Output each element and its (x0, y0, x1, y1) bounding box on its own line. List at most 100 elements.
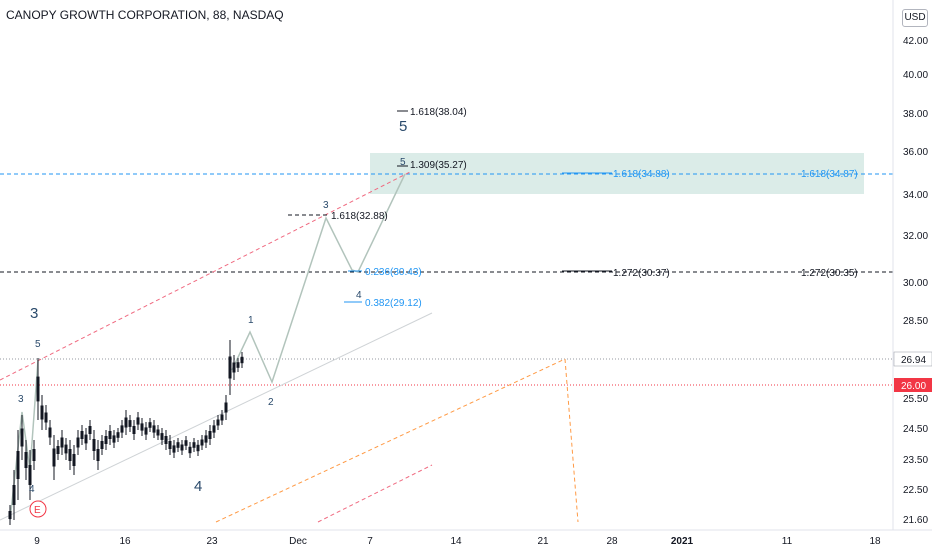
candle-body (236, 362, 240, 368)
alert-price-badge (894, 378, 932, 392)
price-tick-label: 21.60 (903, 515, 928, 526)
candle-body (96, 449, 100, 461)
price-tick-label: 42.00 (903, 36, 928, 47)
time-tick-label: 2021 (671, 536, 694, 547)
candle-body (80, 431, 84, 439)
candle-body (144, 427, 148, 435)
channel-mid-orange (215, 358, 566, 523)
candle-body (148, 422, 152, 428)
candle-body (224, 402, 228, 413)
candle-body (72, 454, 76, 466)
candle-body (64, 444, 68, 454)
candle-body (176, 442, 180, 448)
channel-lower (0, 312, 433, 521)
fib-label-38-04: 1.618(38.04) (410, 107, 467, 118)
candle-body (184, 440, 188, 446)
fib-label-30-35: 1.272(30.35) (801, 268, 858, 279)
candle-body (152, 425, 156, 433)
channel-upper (0, 171, 411, 381)
candle-body (68, 449, 72, 461)
candle-body (220, 414, 224, 421)
candle-body (20, 428, 24, 447)
candle-body (60, 437, 64, 448)
wave-label-small-3: 3 (323, 200, 329, 211)
candle-body (76, 437, 80, 448)
fib-label-32-88: 1.618(32.88) (331, 211, 388, 222)
candle-body (116, 432, 120, 438)
fib-label-35-27: 1.309(35.27) (410, 160, 467, 171)
time-tick-label: 9 (34, 536, 40, 547)
wave-label-small-5-left: 5 (35, 339, 41, 350)
chart-title: CANOPY GROWTH CORPORATION, 88, NASDAQ (6, 8, 284, 22)
time-tick-label: 14 (450, 536, 462, 547)
candle-body (188, 446, 192, 454)
wave-label-small-1: 1 (248, 315, 254, 326)
price-tick-label: 22.50 (903, 485, 928, 496)
candle-body (200, 439, 204, 446)
candle-body (136, 417, 140, 425)
candle-body (140, 423, 144, 431)
candle-body (204, 435, 208, 443)
candle-body (48, 427, 52, 438)
alert-price-label: 26.00 (901, 381, 926, 392)
candle-body (212, 425, 216, 433)
earnings-marker[interactable] (29, 500, 47, 518)
candle-body (112, 435, 116, 443)
time-tick-label: 16 (119, 536, 131, 547)
candle-body (8, 511, 12, 519)
candle-body (108, 431, 112, 439)
candle-body (92, 439, 96, 451)
candle-body (36, 376, 40, 402)
price-tick-label: 28.50 (903, 316, 928, 327)
candle-body (56, 446, 60, 454)
candle-body (192, 442, 196, 448)
candle-body (196, 444, 200, 452)
wave-label-small-5-top: 5 (400, 157, 406, 168)
candle-body (180, 444, 184, 451)
candle-body (132, 426, 136, 434)
wave-label-small-2: 2 (268, 397, 274, 408)
currency-button[interactable]: USD (902, 9, 928, 27)
candle-body (208, 431, 212, 439)
candle-body (216, 419, 220, 426)
candle-body (32, 449, 36, 461)
candle-body (84, 434, 88, 444)
wave-label-large-3: 3 (30, 305, 38, 322)
candle-body (24, 452, 28, 468)
candle-body (124, 417, 128, 428)
price-tick-label: 38.00 (903, 109, 928, 120)
candle-body (16, 451, 20, 479)
price-tick-label: 30.00 (903, 278, 928, 289)
price-tick-label: 32.00 (903, 231, 928, 242)
time-tick-label: 28 (606, 536, 618, 547)
wave-label-large-4: 4 (194, 478, 202, 495)
fib-label-34-87: 1.618(34.87) (801, 169, 858, 180)
fib-label-29-12: 0.382(29.12) (365, 298, 422, 309)
candle-body (128, 420, 132, 427)
candle-body (172, 445, 176, 453)
wave-label-small-4: 4 (356, 290, 362, 301)
channel-bottom (317, 464, 433, 523)
price-tick-label: 24.50 (903, 424, 928, 435)
price-tick-label: 40.00 (903, 70, 928, 81)
time-tick-label: 21 (537, 536, 549, 547)
price-tick-label: 25.50 (903, 394, 928, 405)
candle-body (228, 356, 232, 379)
candle-body (160, 433, 164, 440)
time-axis[interactable]: 9 16 23 Dec 7 14 21 28 2021 11 18 (34, 536, 881, 547)
last-price-label: 26.94 (901, 355, 926, 366)
time-tick-label: Dec (289, 536, 307, 547)
fib-label-34-88: 1.618(34.88) (613, 169, 670, 180)
time-tick-label: 23 (206, 536, 218, 547)
fib-label-30-43: 0.236(30.43) (365, 267, 422, 278)
candle-body (88, 426, 92, 434)
candle-body (52, 448, 56, 467)
projection-path (231, 173, 406, 385)
price-axis[interactable]: 42.00 40.00 38.00 36.00 34.00 32.00 30.00 28.50… (903, 36, 928, 526)
fib-label-30-37: 1.272(30.37) (613, 268, 670, 279)
channel-orange-drop (564, 358, 579, 523)
candle-body (240, 356, 244, 364)
candle-body (168, 441, 172, 449)
time-tick-label: 7 (367, 536, 373, 547)
